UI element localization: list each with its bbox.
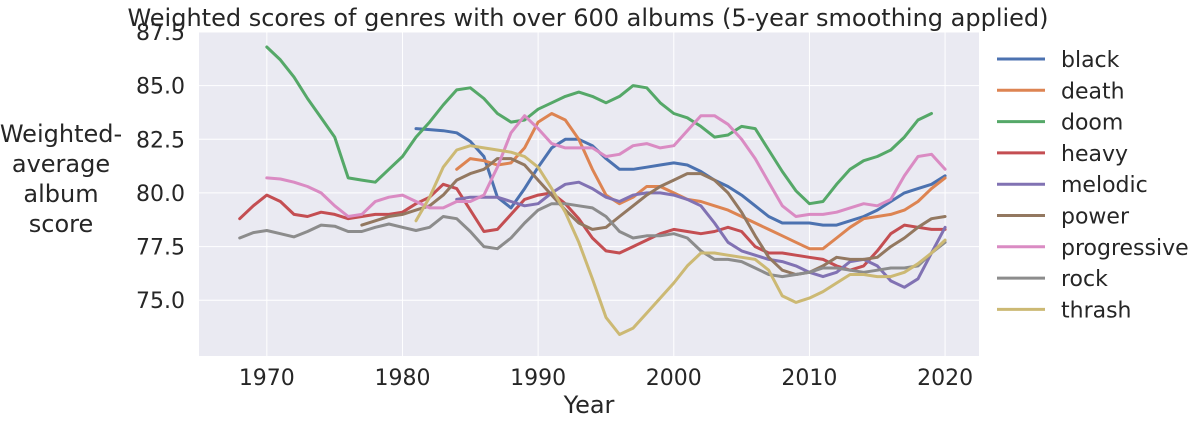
legend-label-power: power bbox=[1061, 205, 1130, 230]
legend-label-thrash: thrash bbox=[1061, 298, 1132, 323]
plot-background bbox=[199, 32, 979, 356]
legend-label-black: black bbox=[1061, 48, 1120, 73]
legend-label-doom: doom bbox=[1061, 111, 1123, 136]
y-tick-label: 80.0 bbox=[136, 182, 185, 207]
legend-label-melodic: melodic bbox=[1061, 173, 1148, 198]
series-line-death bbox=[455, 112, 947, 251]
y-axis-label-line: Weighted- bbox=[0, 120, 122, 148]
x-axis-label: Year bbox=[563, 391, 615, 419]
legend-label-death: death bbox=[1061, 79, 1125, 104]
chart-title: Weighted scores of genres with over 600 … bbox=[127, 4, 1048, 32]
x-tick-labels: 1970 1980 1990 2000 2010 2020 bbox=[239, 366, 973, 391]
legend-label-rock: rock bbox=[1061, 267, 1108, 292]
series-line-black bbox=[414, 127, 947, 227]
legend-label-heavy: heavy bbox=[1061, 142, 1128, 167]
y-tick-label: 87.5 bbox=[136, 21, 185, 46]
y-tick-label: 77.5 bbox=[136, 236, 185, 261]
series-line-rock bbox=[238, 202, 947, 279]
x-tick-label: 1970 bbox=[239, 366, 295, 391]
y-axis-label-line: album bbox=[23, 180, 98, 208]
legend: black death doom heavy melodic power progressi… bbox=[997, 48, 1189, 323]
series-line-progressive bbox=[265, 114, 947, 218]
y-tick-labels: 75.0 77.5 80.0 82.5 85.0 87.5 bbox=[136, 21, 185, 314]
x-tick-label: 1990 bbox=[510, 366, 566, 391]
x-tick-label: 2010 bbox=[781, 366, 837, 391]
y-axis-label: Weighted-average album score bbox=[0, 120, 122, 238]
x-tick-label: 2000 bbox=[646, 366, 702, 391]
series-line-thrash bbox=[414, 144, 947, 336]
legend-label-progressive: progressive bbox=[1061, 236, 1189, 261]
y-axis-label-line: average bbox=[12, 150, 110, 178]
series-line-power bbox=[360, 157, 947, 276]
y-tick-label: 85.0 bbox=[136, 75, 185, 100]
y-axis-label-line: score bbox=[29, 210, 94, 238]
x-tick-label: 2020 bbox=[917, 366, 973, 391]
y-tick-label: 75.0 bbox=[136, 289, 185, 314]
grid bbox=[199, 31, 979, 356]
series-line-doom bbox=[265, 45, 933, 206]
x-tick-label: 1980 bbox=[374, 366, 430, 391]
y-tick-label: 82.5 bbox=[136, 128, 185, 153]
series-lines bbox=[238, 45, 947, 336]
